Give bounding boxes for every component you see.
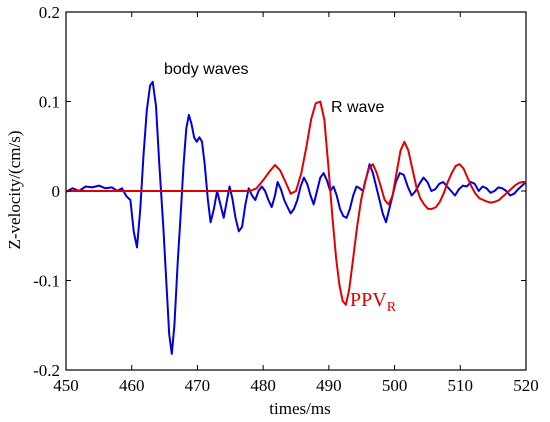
x-axis-label: times/ms: [269, 399, 330, 418]
x-tick-label: 470: [185, 376, 211, 395]
y-tick-label: 0.1: [39, 93, 60, 112]
x-tick-label: 460: [119, 376, 145, 395]
x-tick-label: 490: [316, 376, 342, 395]
y-tick-label: -0.1: [33, 272, 60, 291]
x-tick-label: 520: [513, 376, 539, 395]
r-wave-line: [66, 100, 526, 306]
x-tick-label: 510: [448, 376, 474, 395]
series-layer: [65, 80, 527, 355]
ticks-layer: 450 460 470 480 490 500 510 520 0.2 0.1 0 -0.1 -0.2: [33, 3, 539, 395]
r-wave-annotation: R wave: [331, 99, 384, 116]
x-tick-label: 480: [250, 376, 276, 395]
ppv-r-annotation: PPVR: [350, 289, 397, 315]
y-tick-label: -0.2: [33, 361, 60, 380]
y-tick-label: 0: [52, 182, 61, 201]
y-axis-label: Z-velocity/(cm/s): [5, 131, 24, 250]
ppv-subscript-text: R: [387, 300, 397, 315]
ppv-main-text: PPV: [350, 289, 387, 311]
body-waves-annotation: body waves: [164, 61, 249, 78]
x-tick-label: 500: [382, 376, 408, 395]
x-tick-label: 450: [53, 376, 79, 395]
body-waves-line: [65, 80, 527, 355]
y-tick-label: 0.2: [39, 3, 60, 22]
